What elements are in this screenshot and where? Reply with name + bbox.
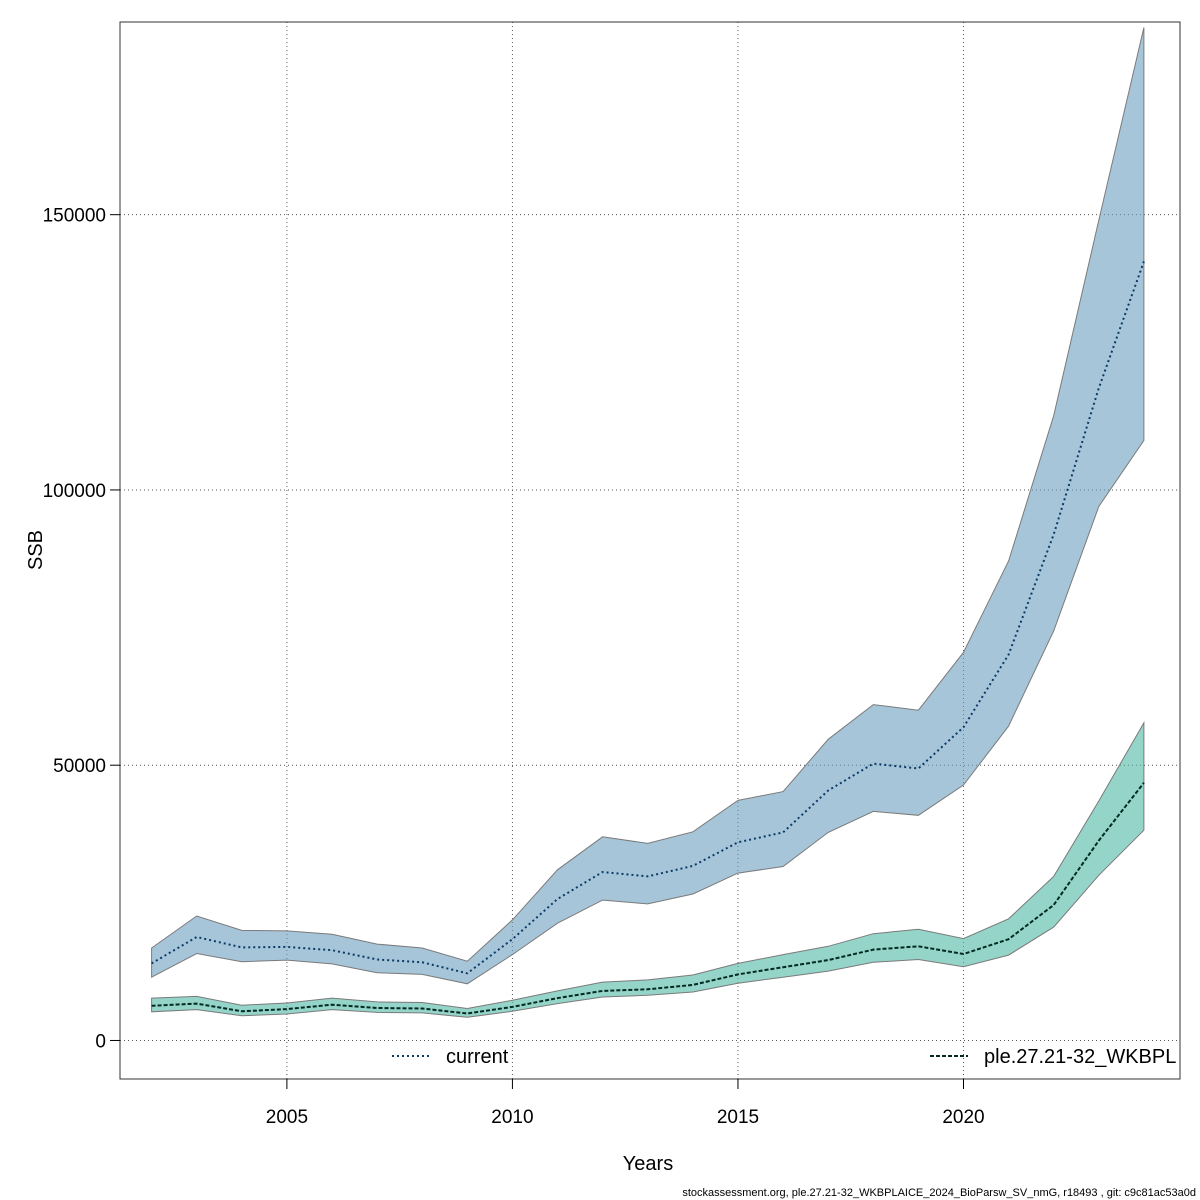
y-axis: 0 50000 100000 150000 bbox=[43, 206, 120, 1052]
y-tick-label-0: 0 bbox=[95, 1031, 106, 1052]
plot-frame bbox=[119, 21, 1181, 1080]
series-line-1 bbox=[151, 782, 1145, 1015]
x-tick-label-2005: 2005 bbox=[266, 1107, 308, 1128]
confidence-band-0 bbox=[151, 27, 1145, 985]
x-axis: 2005 2010 2015 2020 bbox=[266, 1079, 985, 1128]
legend: current ple.27.21-32_WKBPL bbox=[392, 1046, 1176, 1068]
legend-label-1: ple.27.21-32_WKBPL bbox=[984, 1046, 1176, 1068]
y-axis-title: SSB bbox=[25, 530, 47, 570]
x-tick-label-2010: 2010 bbox=[491, 1107, 533, 1128]
x-tick-label-2015: 2015 bbox=[717, 1107, 759, 1128]
legend-label-0: current bbox=[446, 1046, 509, 1068]
x-tick-label-2020: 2020 bbox=[942, 1107, 984, 1128]
y-tick-label-150000: 150000 bbox=[43, 206, 106, 227]
confidence-band-1 bbox=[151, 720, 1145, 1018]
series-lines bbox=[151, 261, 1145, 1015]
footer-text: stockassessment.org, ple.27.21-32_WKBPLA… bbox=[682, 1187, 1196, 1199]
confidence-bands bbox=[151, 27, 1145, 1018]
y-tick-label-50000: 50000 bbox=[53, 756, 106, 777]
y-tick-label-100000: 100000 bbox=[43, 481, 106, 502]
x-axis-title: Years bbox=[623, 1153, 673, 1175]
grid bbox=[120, 22, 1180, 1079]
series-line-0 bbox=[151, 261, 1145, 975]
